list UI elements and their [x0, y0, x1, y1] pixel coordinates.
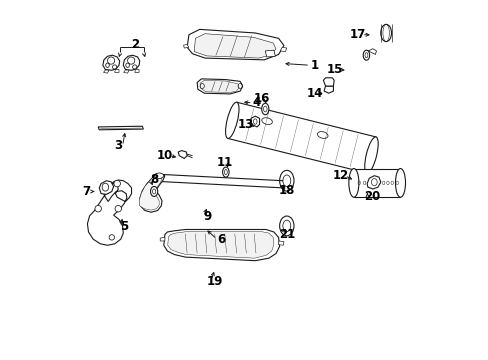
- Polygon shape: [123, 55, 140, 70]
- Ellipse shape: [380, 24, 391, 41]
- Polygon shape: [227, 102, 375, 173]
- Polygon shape: [102, 55, 120, 70]
- Text: 10: 10: [157, 149, 173, 162]
- Polygon shape: [280, 47, 286, 51]
- Ellipse shape: [279, 170, 293, 191]
- Text: 7: 7: [82, 185, 90, 198]
- Text: 15: 15: [326, 63, 343, 76]
- Ellipse shape: [114, 180, 120, 187]
- Ellipse shape: [395, 168, 405, 197]
- Text: 6: 6: [217, 233, 225, 246]
- Text: 17: 17: [348, 28, 365, 41]
- Polygon shape: [167, 231, 273, 258]
- Ellipse shape: [222, 167, 228, 177]
- Polygon shape: [250, 116, 259, 127]
- Ellipse shape: [115, 206, 121, 212]
- Polygon shape: [160, 237, 164, 241]
- Text: 18: 18: [278, 184, 294, 197]
- Ellipse shape: [109, 235, 114, 240]
- Ellipse shape: [154, 173, 163, 179]
- Text: 11: 11: [216, 156, 232, 169]
- Polygon shape: [324, 86, 333, 93]
- Text: 14: 14: [305, 87, 322, 100]
- Ellipse shape: [225, 102, 239, 139]
- Polygon shape: [135, 69, 139, 72]
- Polygon shape: [123, 70, 129, 73]
- Text: 3: 3: [114, 139, 122, 152]
- Polygon shape: [99, 181, 113, 194]
- Text: 21: 21: [278, 228, 294, 241]
- Polygon shape: [139, 176, 162, 210]
- Polygon shape: [323, 78, 333, 86]
- Text: 1: 1: [310, 59, 318, 72]
- Ellipse shape: [95, 206, 101, 212]
- Polygon shape: [98, 126, 143, 130]
- Text: 5: 5: [120, 220, 128, 233]
- Polygon shape: [103, 70, 109, 73]
- Text: 8: 8: [150, 173, 158, 186]
- Text: 12: 12: [332, 169, 348, 182]
- Polygon shape: [178, 150, 187, 158]
- Text: 4: 4: [252, 96, 261, 109]
- Text: 9: 9: [203, 210, 212, 223]
- Polygon shape: [187, 30, 284, 60]
- Ellipse shape: [150, 186, 158, 197]
- Polygon shape: [87, 180, 131, 245]
- Text: 19: 19: [206, 275, 223, 288]
- Ellipse shape: [363, 50, 369, 60]
- Polygon shape: [140, 174, 164, 212]
- Text: 20: 20: [363, 190, 379, 203]
- Text: 16: 16: [253, 92, 269, 105]
- Text: 13: 13: [238, 118, 254, 131]
- Polygon shape: [278, 241, 284, 245]
- Polygon shape: [115, 69, 119, 72]
- Polygon shape: [183, 44, 188, 48]
- Ellipse shape: [364, 137, 377, 173]
- Polygon shape: [265, 50, 275, 57]
- Polygon shape: [197, 79, 242, 94]
- Ellipse shape: [348, 168, 358, 197]
- Text: 2: 2: [131, 38, 139, 51]
- Ellipse shape: [261, 103, 268, 115]
- Polygon shape: [366, 176, 380, 189]
- Polygon shape: [353, 168, 400, 197]
- Polygon shape: [200, 80, 239, 93]
- Ellipse shape: [279, 216, 293, 236]
- Polygon shape: [194, 34, 276, 58]
- Polygon shape: [163, 229, 279, 261]
